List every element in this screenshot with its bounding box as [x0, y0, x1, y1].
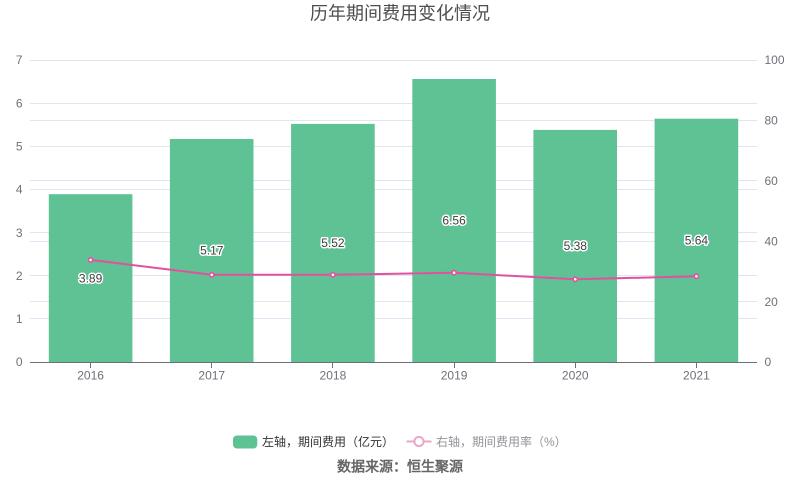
- svg-text:80: 80: [765, 114, 779, 128]
- svg-text:40: 40: [765, 234, 779, 248]
- svg-text:2019: 2019: [441, 369, 468, 383]
- svg-text:6.56: 6.56: [442, 214, 466, 228]
- svg-text:2020: 2020: [562, 369, 589, 383]
- svg-text:左轴，期间费用（亿元）: 左轴，期间费用（亿元）: [262, 434, 394, 449]
- svg-text:20: 20: [765, 295, 779, 309]
- svg-text:5.52: 5.52: [321, 236, 345, 250]
- svg-text:右轴，期间费用率（%）: 右轴，期间费用率（%）: [436, 434, 567, 449]
- svg-text:2017: 2017: [198, 369, 225, 383]
- svg-text:数据来源：恒生聚源: 数据来源：恒生聚源: [337, 459, 463, 475]
- svg-text:4: 4: [16, 183, 23, 197]
- svg-text:历年期间费用变化情况: 历年期间费用变化情况: [310, 4, 490, 24]
- svg-text:2021: 2021: [683, 369, 710, 383]
- svg-text:6: 6: [16, 96, 23, 110]
- svg-text:0: 0: [765, 355, 772, 369]
- svg-text:3.89: 3.89: [79, 271, 103, 285]
- svg-text:5.17: 5.17: [200, 244, 224, 258]
- svg-text:100: 100: [765, 53, 785, 67]
- svg-text:1: 1: [16, 312, 23, 326]
- svg-text:7: 7: [16, 53, 23, 67]
- svg-text:5: 5: [16, 140, 23, 154]
- svg-text:0: 0: [16, 355, 23, 369]
- svg-text:2016: 2016: [77, 369, 104, 383]
- svg-text:5.38: 5.38: [564, 239, 588, 253]
- svg-text:3: 3: [16, 226, 23, 240]
- svg-text:5.64: 5.64: [685, 234, 709, 248]
- svg-text:60: 60: [765, 174, 779, 188]
- svg-text:2: 2: [16, 269, 23, 283]
- svg-text:2018: 2018: [320, 369, 347, 383]
